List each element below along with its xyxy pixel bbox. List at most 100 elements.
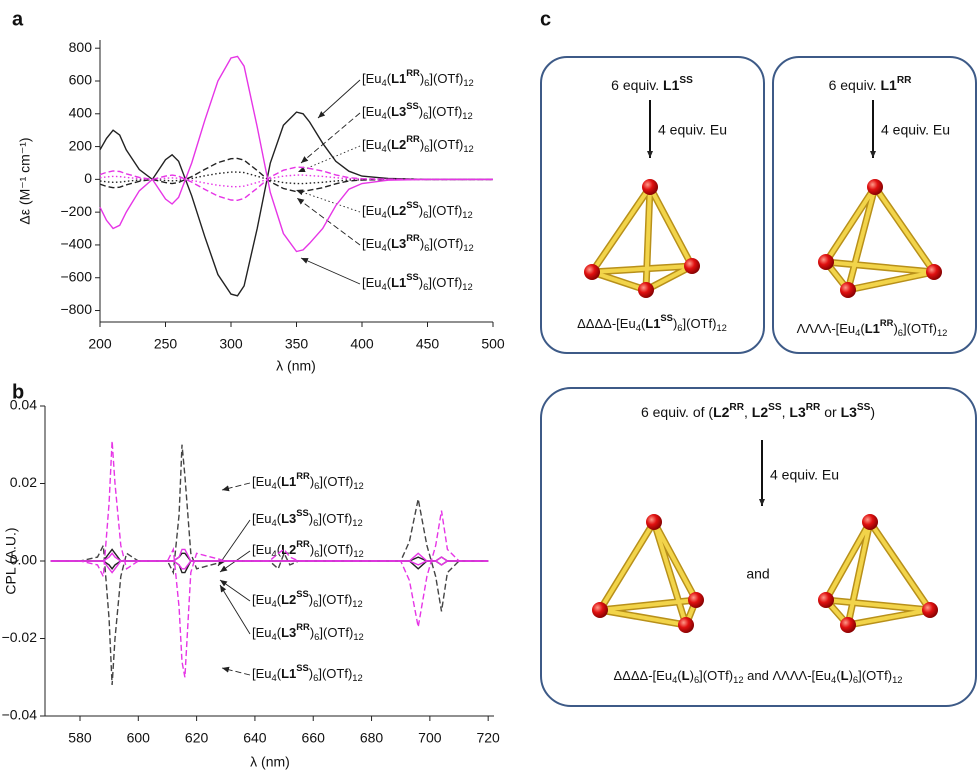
text-run: SS (296, 588, 309, 599)
text-run: 6 equiv. (611, 77, 663, 93)
text-run: L2 (391, 137, 406, 152)
x-tick-label: 680 (360, 730, 384, 746)
text-run: L3 (281, 511, 296, 526)
text-run: Eu (366, 104, 382, 119)
series-label: [Eu4(L1SS)6](OTf)12 (252, 662, 363, 683)
x-tick-label: 200 (88, 336, 112, 352)
product: ΔΔΔΔ-[Eu4(L)6](OTf)12 and ΛΛΛΛ-[Eu4(L)6]… (613, 668, 902, 685)
series-label: [Eu4(L1RR)6](OTf)12 (362, 67, 474, 88)
text-run: ](OTf (319, 542, 349, 557)
text-run: L3 (391, 236, 406, 251)
x-axis-title: λ (nm) (276, 358, 316, 374)
y-tick-label: 0.02 (10, 474, 37, 490)
text-run: L3 (391, 104, 406, 119)
series-label: [Eu4(L1SS)6](OTf)12 (362, 271, 473, 292)
scheme-box (773, 57, 976, 353)
x-tick-label: 700 (418, 730, 442, 746)
text-run: 12 (937, 327, 947, 338)
x-tick-label: 620 (185, 730, 209, 746)
text-run: ](OTf (318, 511, 348, 526)
leader-line (220, 585, 250, 634)
text-run: Eu (656, 668, 672, 683)
text-run: 12 (462, 209, 472, 220)
text-run: L3 (789, 404, 806, 420)
text-run: L2 (391, 203, 406, 218)
text-run: Eu (366, 71, 382, 86)
metal: 4 equiv. Eu (881, 122, 950, 138)
connector: and (746, 566, 769, 582)
y-tick-label: 0 (84, 170, 92, 186)
series-label: [Eu4(L1RR)6](OTf)12 (252, 470, 364, 491)
y-tick-label: 800 (69, 39, 93, 55)
y-tick-label: 0.04 (10, 397, 37, 413)
series-label: [Eu4(L3RR)6](OTf)12 (252, 621, 364, 642)
y-tick-label: 600 (69, 72, 93, 88)
y-tick-label: −0.04 (2, 707, 38, 723)
text-run: SS (660, 312, 673, 323)
product: ΛΛΛΛ-[Eu4(L1RR)6](OTf)12 (797, 317, 948, 338)
x-tick-label: 720 (476, 730, 500, 746)
leader-line (222, 483, 250, 490)
series-label: [Eu4(L2SS)6](OTf)12 (252, 588, 363, 609)
text-run: RR (806, 402, 821, 413)
text-run: 12 (463, 242, 473, 253)
x-tick-label: 350 (285, 336, 309, 352)
series-line (100, 172, 493, 184)
series-label: [Eu4(L3RR)6](OTf)12 (362, 232, 474, 253)
text-run: RR (897, 75, 912, 86)
series-label: [Eu4(L2RR)6](OTf)12 (362, 133, 474, 154)
text-run: L2 (281, 592, 296, 607)
x-tick-label: 660 (302, 730, 326, 746)
text-run: Eu (256, 542, 272, 557)
leader-line (222, 668, 250, 675)
text-run: L1 (880, 77, 897, 93)
text-run: Eu (256, 592, 272, 607)
series-line (100, 158, 493, 191)
series-label: [Eu4(L2RR)6](OTf)12 (252, 538, 364, 559)
text-run: 12 (462, 281, 472, 292)
text-run: L3 (281, 625, 296, 640)
text-run: RR (729, 402, 744, 413)
text-run: SS (768, 402, 782, 413)
reagent: 6 equiv. of (L2RR, L2SS, L3RR or L3SS) (641, 402, 875, 420)
text-run: L (682, 668, 690, 683)
leader-line (218, 520, 250, 566)
text-run: L3 (841, 404, 858, 420)
text-run: SS (679, 75, 693, 86)
x-tick-label: 640 (243, 730, 267, 746)
text-run: ](OTf (429, 137, 459, 152)
text-run: Eu (256, 625, 272, 640)
y-tick-label: −600 (60, 268, 92, 284)
text-run: Eu (366, 236, 382, 251)
text-run: and ΛΛΛΛ-[ (744, 668, 816, 683)
scheme-box (541, 388, 976, 706)
y-tick-label: −800 (60, 301, 92, 317)
text-run: or (820, 404, 840, 420)
x-tick-label: 580 (68, 730, 92, 746)
y-tick-label: 200 (69, 137, 93, 153)
text-run: 12 (716, 322, 726, 333)
text-run: ](OTf (428, 104, 458, 119)
text-run: L (841, 668, 849, 683)
x-tick-label: 250 (154, 336, 178, 352)
leader-line (318, 80, 360, 118)
text-run: RR (296, 470, 310, 481)
text-run: RR (406, 67, 420, 78)
text-run: 12 (463, 143, 473, 154)
text-run: L2 (713, 404, 730, 420)
text-run: 12 (733, 674, 743, 685)
panel-label: c (540, 8, 551, 30)
text-run: Eu (256, 474, 272, 489)
text-run: 12 (352, 672, 362, 683)
y-axis-title: CPL (A.U.) (3, 527, 19, 594)
y-tick-label: −200 (60, 203, 92, 219)
text-run: ) (870, 404, 875, 420)
text-run: L1 (663, 77, 680, 93)
text-run: RR (406, 232, 420, 243)
leader-line (220, 580, 250, 601)
x-tick-label: 450 (416, 336, 440, 352)
text-run: 12 (353, 480, 363, 491)
text-run: RR (406, 133, 420, 144)
text-run: 12 (462, 110, 472, 121)
text-run: 12 (892, 674, 902, 685)
